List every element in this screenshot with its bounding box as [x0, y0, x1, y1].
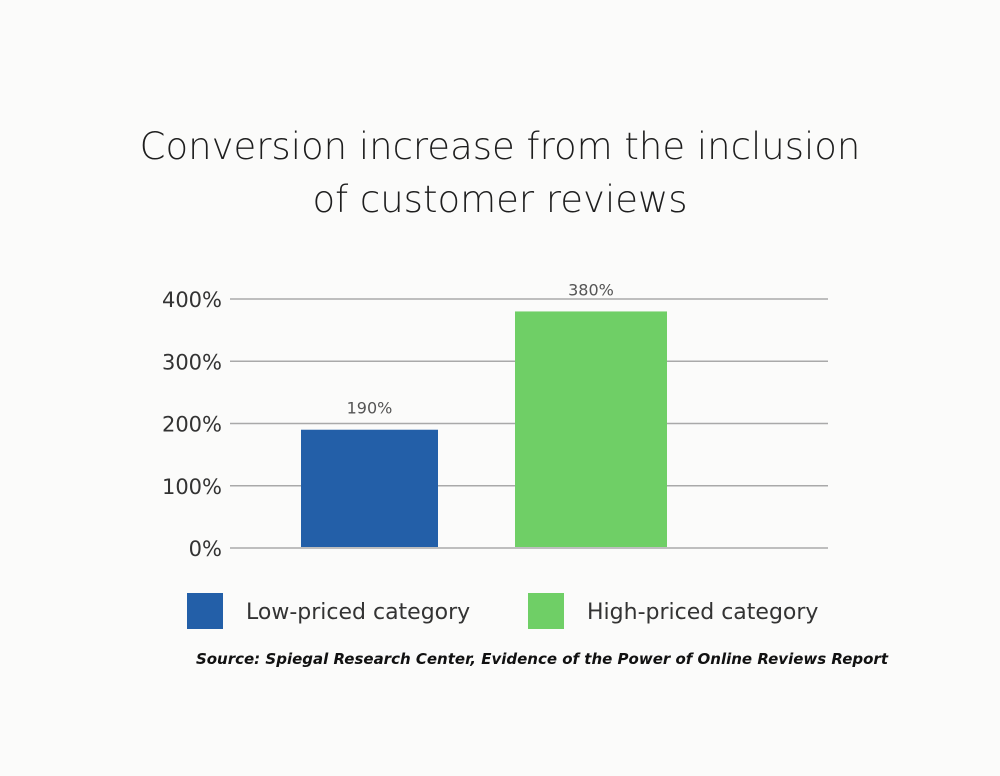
- y-tick-label-0: 0%: [189, 537, 222, 561]
- data-label-high-priced: 380%: [568, 280, 614, 299]
- data-labels: 190% 380%: [347, 280, 614, 417]
- legend-swatch-low-priced: [187, 593, 223, 629]
- y-tick-label-100: 100%: [162, 475, 222, 499]
- chart-title-line-2: of customer reviews: [312, 178, 687, 221]
- source-note: Source: Spiegal Research Center, Evidenc…: [196, 650, 889, 668]
- chart-title-line-1: Conversion increase from the inclusion: [140, 125, 861, 168]
- y-axis-ticks: 0% 100% 200% 300% 400%: [162, 288, 222, 561]
- y-tick-label-400: 400%: [162, 288, 222, 312]
- bars: [301, 311, 667, 547]
- legend-label-low-priced: Low-priced category: [246, 600, 470, 625]
- data-label-low-priced: 190%: [347, 399, 393, 418]
- bar-low-priced: [301, 429, 438, 547]
- legend: Low-priced category High-priced category: [187, 593, 818, 629]
- legend-swatch-high-priced: [528, 593, 564, 629]
- y-tick-label-300: 300%: [162, 350, 222, 374]
- y-tick-label-200: 200%: [162, 413, 222, 437]
- bar-high-priced: [515, 311, 667, 547]
- legend-label-high-priced: High-priced category: [587, 600, 818, 625]
